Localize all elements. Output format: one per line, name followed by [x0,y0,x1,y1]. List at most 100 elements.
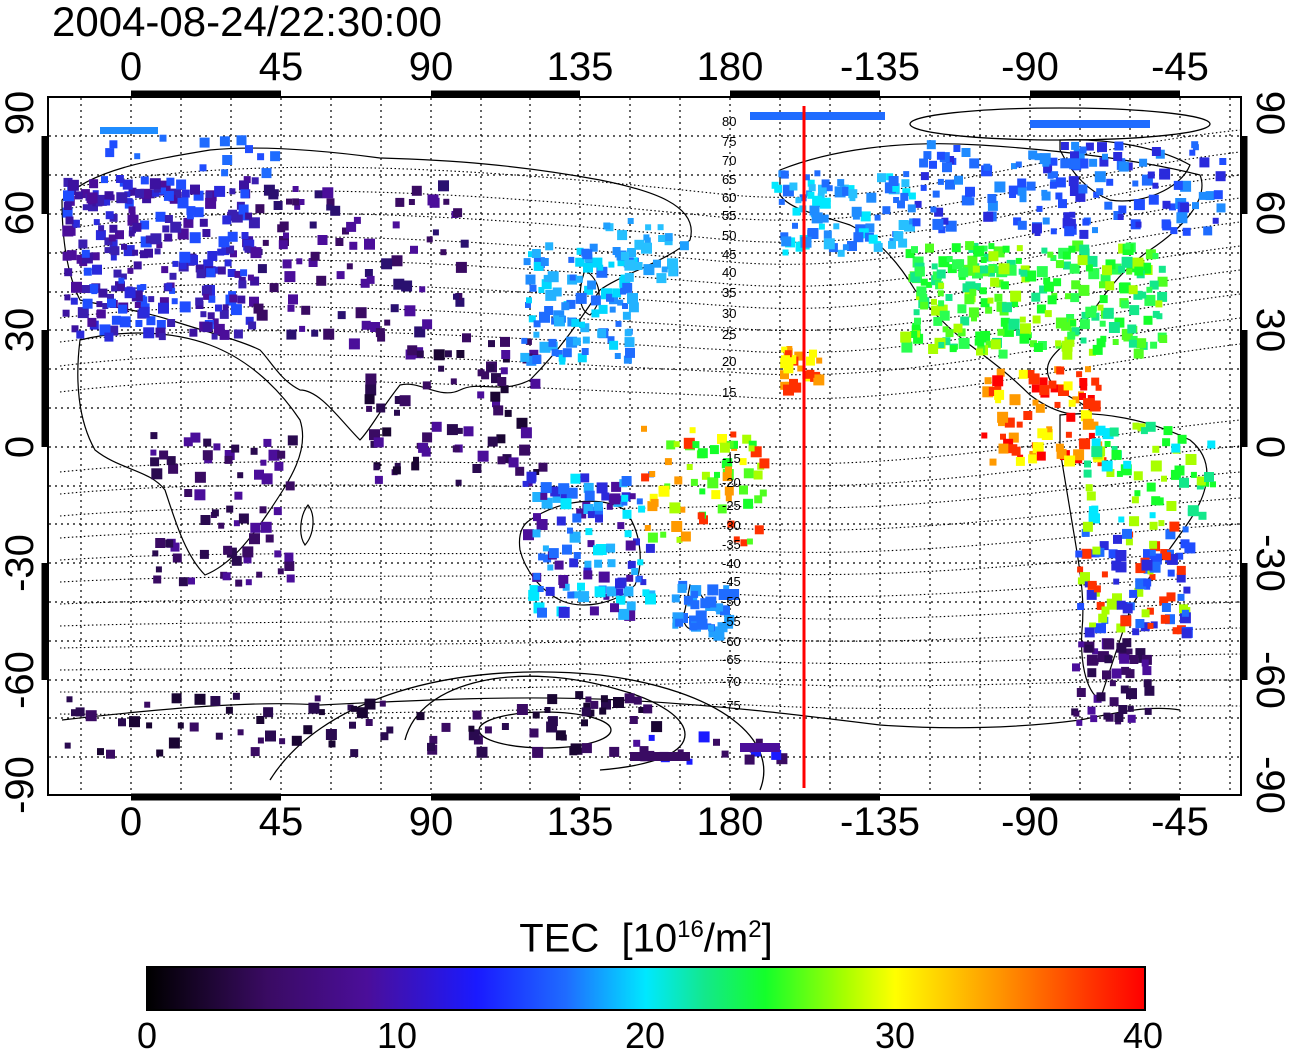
tec-patch [623,586,634,597]
tec-patch [820,214,829,223]
tec-patch [296,258,303,265]
tec-patch [1125,538,1133,546]
tec-patch [1078,184,1088,194]
tec-patch [951,243,961,253]
tec-patch [1049,157,1058,166]
tec-patch [1090,715,1098,723]
tec-patch [641,242,652,254]
tec-patch [590,700,599,709]
tec-patch [1102,265,1112,276]
tec-patch [203,259,214,270]
tec-patch [1058,385,1069,396]
tec-patch [571,318,580,327]
tec-patch [455,261,467,273]
tec-patch [1095,384,1102,391]
tec-patch [500,336,510,347]
bottom-lon-label-0: 0 [119,800,143,844]
map-grid [49,98,1240,794]
tec-patch [559,358,566,365]
tec-patch [107,293,114,301]
tec-patch [286,198,292,205]
tec-patch [675,618,684,627]
tec-patch [1184,542,1196,554]
tec-patch [169,287,176,294]
tec-patch [567,591,575,599]
tec-patch [581,719,588,727]
tec-patch [780,170,789,179]
tec-patch [782,249,789,256]
tec-patch [516,704,528,715]
tec-patch [1190,471,1197,478]
tec-patch [1055,317,1067,329]
timestamp-title: 2004-08-24/22:30:00 [52,0,442,45]
tec-patch [718,589,730,600]
tec-patch [981,165,993,177]
tec-patch [941,217,949,225]
tec-patch [504,409,512,417]
tec-patch [792,222,798,229]
tec-patch [545,242,554,251]
tec-patch [644,525,651,531]
tec-patch [1158,265,1166,273]
tec-patch [159,187,166,195]
tec-patch [115,281,125,292]
tec-patch [1078,641,1085,648]
tec-patch [317,235,328,245]
tec-patch [538,287,545,293]
tec-patch [945,294,953,301]
tec-patch [1071,141,1080,150]
tec-patch [1114,141,1124,151]
tec-patch [370,322,381,332]
tec-patch [1072,396,1080,404]
tec-patch [965,241,975,251]
tec-patch [945,329,954,338]
tec-patch [543,554,552,563]
tec-patch [730,431,737,438]
tec-patch [543,274,551,282]
tec-patch [122,179,133,190]
maglat-label: 30 [722,306,736,321]
tec-patch [1035,403,1045,413]
tec-patch [189,722,199,732]
tec-patch [1148,194,1159,205]
tec-patch [664,237,673,246]
tec-patch [170,188,181,200]
tec-patch [946,156,955,164]
tec-patch [1032,399,1039,406]
tec-patch [97,748,104,756]
tec-patch [1039,285,1048,294]
tec-patch [256,309,268,321]
tec-patch [900,192,909,201]
tec-patch [95,194,107,206]
tec-patch [515,466,525,476]
tec-patch [585,696,592,703]
tec-patch [547,271,559,283]
tec-patch [355,307,367,319]
tec-patch [496,434,506,444]
tec-patch [1089,400,1101,412]
tec-patch [657,224,664,231]
tec-patch [808,184,816,192]
tec-patch [1077,603,1085,610]
tec-patch [724,486,734,496]
tec-patch [239,180,249,191]
tec-patch [1063,261,1071,270]
tec-patch [1113,534,1122,544]
tec-patch [1113,152,1123,161]
tec-patch [123,245,135,257]
tec-patch [1085,484,1093,492]
tec-patch [70,297,78,305]
tec-patch [726,440,734,448]
tec-patch [539,341,551,353]
tec-patch [1099,320,1106,327]
tec-patch [477,391,485,399]
tec-patch [957,304,967,314]
tec-patch [1077,255,1088,266]
tec-patch [248,321,257,330]
tec-patch [1049,181,1057,189]
tec-patch [1179,604,1188,614]
tec-patch [330,205,341,216]
tec-patch [739,485,748,495]
tec-patch [183,217,194,228]
tec-patch [373,464,380,471]
